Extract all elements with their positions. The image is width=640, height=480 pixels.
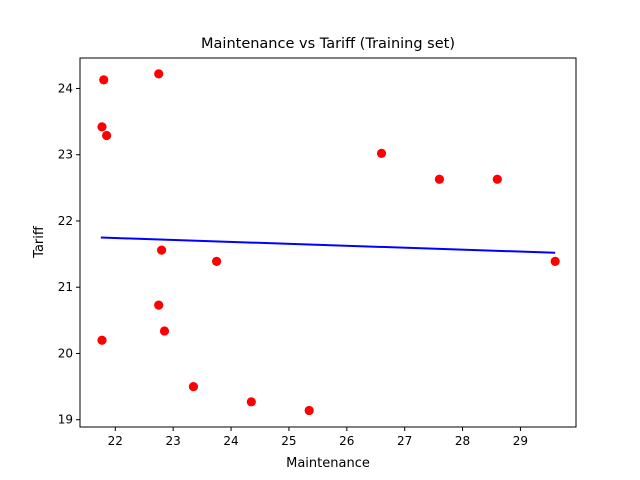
data-point-0 bbox=[99, 75, 109, 85]
x-tick-label: 24 bbox=[223, 434, 238, 448]
data-point-15 bbox=[304, 405, 314, 416]
regression-line bbox=[100, 236, 556, 254]
plot-frame bbox=[79, 57, 577, 428]
data-point-14 bbox=[246, 397, 256, 407]
data-point-12 bbox=[97, 335, 107, 345]
data-point-4 bbox=[376, 148, 387, 158]
y-tick-label: 21 bbox=[58, 280, 73, 294]
y-tick-label: 19 bbox=[58, 413, 73, 427]
x-tick-label: 22 bbox=[108, 434, 123, 448]
x-tick-label: 28 bbox=[455, 434, 470, 448]
data-point-3 bbox=[102, 130, 112, 141]
y-tick-label: 24 bbox=[58, 81, 73, 95]
x-axis-label: Maintenance bbox=[286, 456, 370, 471]
y-tick-label: 20 bbox=[58, 346, 73, 360]
data-point-13 bbox=[188, 381, 199, 392]
data-point-1 bbox=[154, 69, 164, 79]
y-axis-ticks: 19 20 21 22 23 24 bbox=[58, 81, 80, 427]
data-point-11 bbox=[159, 326, 170, 336]
data-point-5 bbox=[434, 174, 445, 184]
data-point-10 bbox=[154, 300, 164, 310]
y-tick-label: 22 bbox=[58, 214, 73, 228]
x-tick-label: 27 bbox=[397, 434, 412, 448]
y-axis-label: Tariff bbox=[32, 225, 47, 259]
x-tick-label: 26 bbox=[339, 434, 354, 448]
data-point-9 bbox=[550, 256, 560, 266]
x-tick-label: 29 bbox=[513, 434, 528, 448]
data-point-2 bbox=[97, 122, 107, 132]
x-tick-label: 25 bbox=[281, 434, 296, 448]
data-points bbox=[97, 69, 560, 416]
x-tick-label: 23 bbox=[166, 434, 181, 448]
data-point-8 bbox=[211, 256, 222, 266]
y-tick-label: 23 bbox=[58, 148, 73, 162]
data-point-6 bbox=[492, 174, 502, 184]
x-axis-ticks: 22 23 24 25 26 27 28 29 bbox=[108, 427, 528, 448]
data-point-7 bbox=[157, 245, 167, 255]
chart-title: Maintenance vs Tariff (Training set) bbox=[201, 36, 455, 52]
regression-line-group bbox=[100, 236, 556, 254]
